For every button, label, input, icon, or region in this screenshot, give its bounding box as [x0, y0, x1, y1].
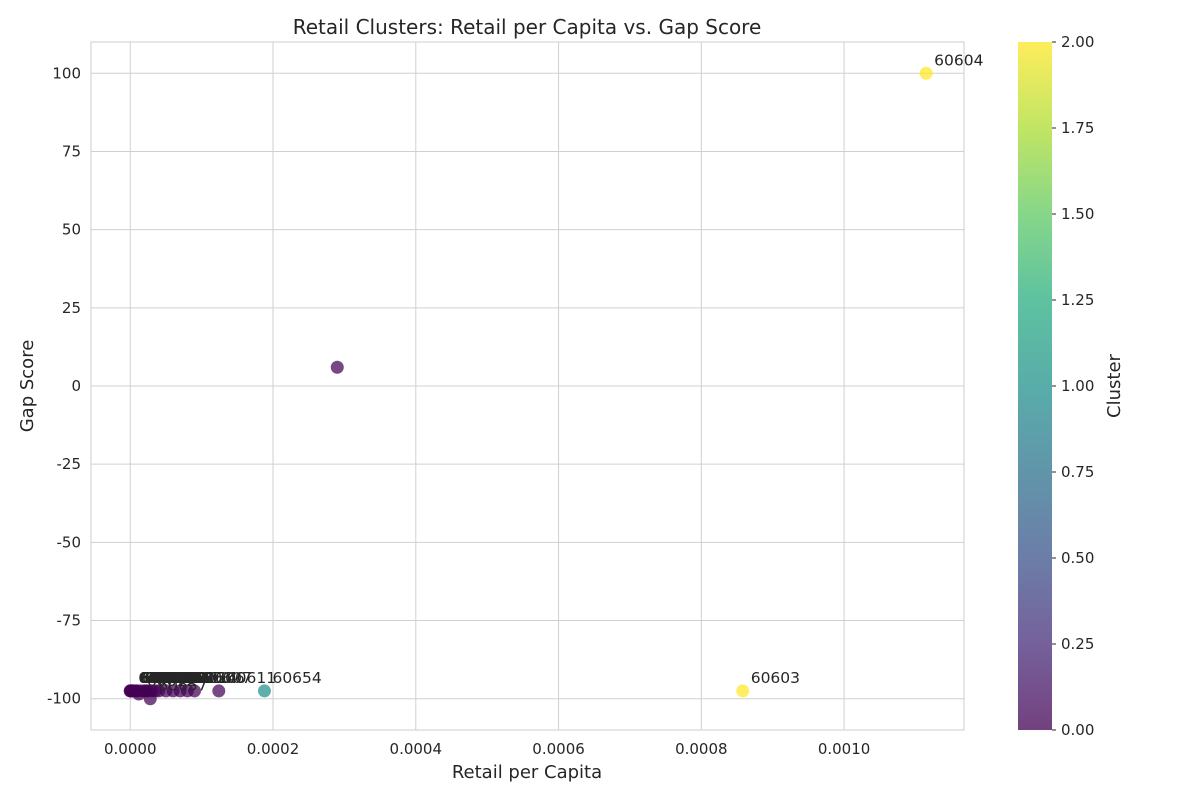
point-label: 60606: [195, 669, 244, 687]
colorbar-gradient: [1018, 42, 1052, 730]
point-label: 60607: [203, 669, 252, 687]
x-tick-label: 0.0008: [675, 740, 728, 758]
point-label: 60605: [174, 669, 223, 687]
point-label: 60601: [167, 669, 216, 687]
data-point: [257, 684, 271, 698]
y-axis-title: Gap Score: [17, 340, 38, 433]
point-label: 60610: [181, 669, 230, 687]
x-axis-ticks: 0.0000 0.0002 0.0004 0.0006 0.0008 0.0010: [104, 740, 870, 758]
point-label: 60612: [147, 672, 196, 690]
point-label: 60654: [272, 669, 321, 687]
point-label: 60603: [751, 669, 800, 687]
colorbar-tick-label: 1.25: [1061, 291, 1094, 309]
chart-title: Retail Clusters: Retail per Capita vs. G…: [293, 15, 762, 39]
x-tick-label: 0.0010: [818, 740, 871, 758]
plot-area: 60604 60603 606546061160607606066061460610…: [90, 41, 983, 731]
colorbar-tick-label: 0.75: [1061, 463, 1094, 481]
colorbar-tick-label: 1.50: [1061, 205, 1094, 223]
colorbar-tick-label: 2.00: [1061, 33, 1094, 51]
y-tick-label: 0: [71, 377, 81, 395]
scatter-points: [123, 66, 933, 706]
point-label: 60647: [142, 669, 191, 687]
point-label: 60621: [138, 669, 187, 687]
data-point: [736, 684, 750, 698]
data-point: [123, 684, 137, 698]
colorbar-tick-label: 0.00: [1061, 721, 1094, 739]
x-tick-label: 0.0006: [532, 740, 585, 758]
point-label: 60618: [144, 669, 193, 687]
y-tick-label: 50: [62, 221, 81, 239]
plot-frame: [90, 41, 965, 731]
colorbar: 0.00 0.25 0.50 0.75 1.00 1.25 1.50 1.75 2.00 Clu…: [1018, 33, 1125, 739]
colorbar-tick-label: 1.00: [1061, 377, 1094, 395]
colorbar-tick-label: 1.75: [1061, 119, 1094, 137]
point-label: 60622: [160, 669, 209, 687]
point-label: 60615: [140, 669, 189, 687]
x-tick-label: 0.0002: [247, 740, 300, 758]
point-label: 60613: [145, 669, 194, 687]
x-axis-title: Retail per Capita: [452, 762, 602, 783]
point-label: 60657: [158, 677, 207, 695]
point-label: 60604: [934, 51, 983, 69]
point-label: 60620: [138, 669, 187, 687]
colorbar-ticks: 0.00 0.25 0.50 0.75 1.00 1.25 1.50 1.75 2.00: [1052, 33, 1094, 739]
point-label: 60609: [140, 669, 189, 687]
point-label: 60608: [149, 669, 198, 687]
point-labels: 60604 60603 606546061160607606066061460610…: [138, 51, 983, 694]
point-label: 60614: [188, 669, 237, 687]
point-label: 60661: [154, 669, 203, 687]
y-tick-label: -75: [57, 612, 82, 630]
y-tick-label: -100: [47, 690, 81, 708]
point-label: 60623: [139, 669, 188, 687]
colorbar-title: Cluster: [1104, 353, 1125, 417]
point-label: 60611: [227, 669, 276, 687]
y-tick-label: 75: [62, 142, 81, 160]
point-label: 60642: [156, 669, 205, 687]
y-tick-label: 25: [62, 299, 81, 317]
y-axis-ticks: -100 -75 -50 -25 0 25 50 75 100: [47, 64, 81, 707]
colorbar-tick-label: 0.50: [1061, 549, 1094, 567]
colorbar-tick-label: 0.25: [1061, 635, 1094, 653]
data-point: [919, 66, 933, 80]
x-tick-label: 0.0004: [390, 740, 443, 758]
data-point: [212, 684, 226, 698]
data-point: [330, 360, 344, 374]
y-tick-label: -50: [57, 533, 82, 551]
point-label: 60602: [163, 669, 212, 687]
y-tick-label: -25: [57, 455, 82, 473]
point-label: 60616: [153, 669, 202, 687]
x-tick-label: 0.0000: [104, 740, 157, 758]
y-tick-label: 100: [52, 64, 81, 82]
grid-lines: [91, 42, 964, 730]
